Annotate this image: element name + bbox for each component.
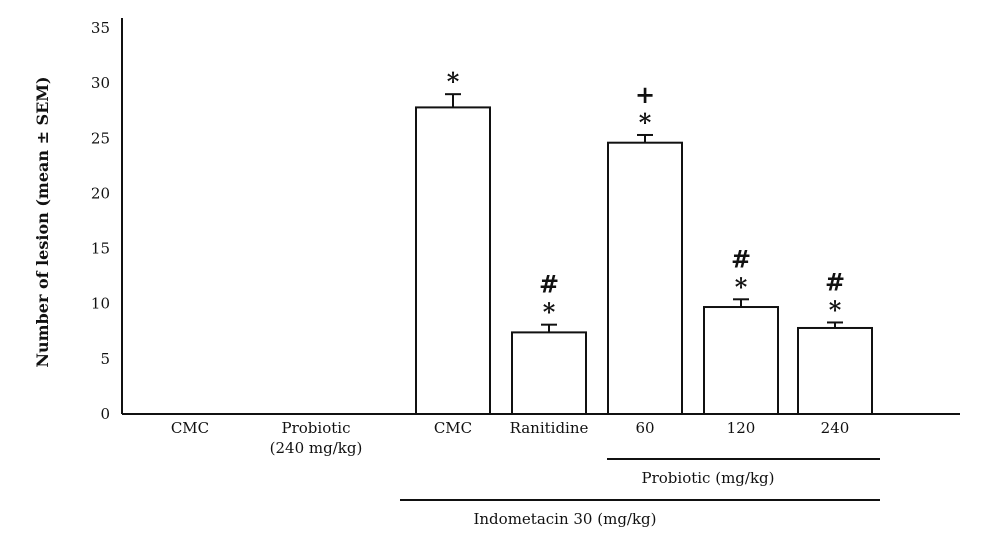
significance-marker: # bbox=[539, 270, 559, 299]
y-tick-label: 0 bbox=[100, 405, 110, 423]
significance-marker: * bbox=[543, 298, 556, 327]
x-tick-label: 240 bbox=[821, 419, 850, 437]
y-tick-label: 5 bbox=[100, 350, 110, 368]
significance-marker: + bbox=[635, 80, 655, 109]
y-tick-label: 10 bbox=[91, 295, 110, 313]
category-labels: CMC Probiotic (240 mg/kg) CMC Ranitidine 60 12… bbox=[171, 419, 849, 457]
y-tick-label: 30 bbox=[91, 74, 110, 92]
bar bbox=[703, 306, 779, 415]
x-tick-label: Ranitidine bbox=[510, 419, 589, 437]
x-tick-label: 120 bbox=[727, 419, 756, 437]
bar bbox=[415, 106, 491, 416]
x-tick-label: Probiotic bbox=[282, 419, 351, 437]
significance-marker: * bbox=[829, 295, 842, 324]
y-tick-label: 25 bbox=[91, 129, 110, 147]
bar bbox=[511, 331, 587, 416]
x-tick-label-line2: (240 mg/kg) bbox=[270, 439, 363, 457]
group-label: Probiotic (mg/kg) bbox=[642, 469, 775, 487]
y-axis: 0 5 10 15 20 25 30 35 bbox=[91, 18, 123, 423]
group-label: Indometacin 30 (mg/kg) bbox=[473, 510, 656, 528]
bar bbox=[607, 141, 683, 415]
significance-marker: * bbox=[735, 272, 748, 301]
x-tick-label: CMC bbox=[434, 419, 472, 437]
significance-marker: # bbox=[825, 267, 845, 296]
significance-marker: * bbox=[447, 67, 460, 96]
bars: **#*+*#*# bbox=[415, 67, 873, 416]
y-tick-label: 35 bbox=[91, 19, 110, 37]
group-brackets: Probiotic (mg/kg) Indometacin 30 (mg/kg) bbox=[400, 458, 880, 528]
x-tick-label: CMC bbox=[171, 419, 209, 437]
x-tick-label: 60 bbox=[635, 419, 654, 437]
y-tick-label: 15 bbox=[91, 240, 110, 258]
bar bbox=[797, 326, 873, 415]
y-tick-label: 20 bbox=[91, 184, 110, 202]
significance-marker: * bbox=[639, 108, 652, 137]
y-axis-label: Number of lesion (mean ± SEM) bbox=[33, 76, 52, 367]
significance-marker: # bbox=[731, 244, 751, 273]
